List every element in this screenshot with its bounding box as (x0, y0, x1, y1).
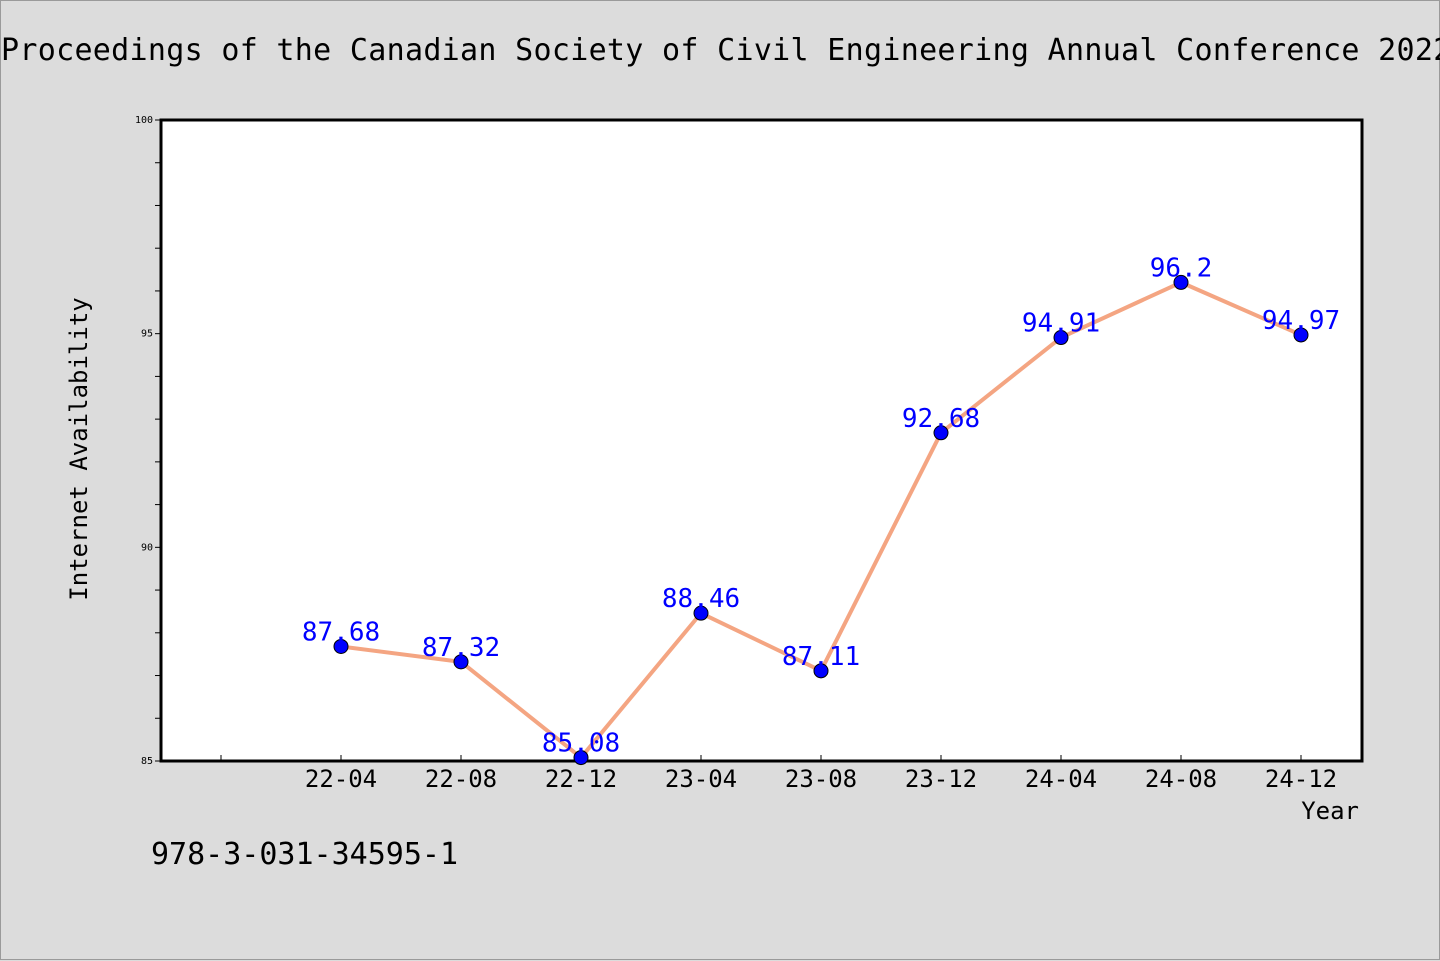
data-label: 94.97 (1262, 306, 1340, 336)
data-label: 88.46 (662, 584, 740, 614)
x-tick-label: 23-12 (905, 765, 977, 793)
data-point (1053, 330, 1069, 346)
data-label: 96.2 (1150, 253, 1213, 283)
x-tick-label: 23-04 (665, 765, 737, 793)
y-tick-label: 100 (135, 115, 153, 126)
data-point (333, 638, 349, 654)
markers-group (333, 274, 1309, 766)
data-point (813, 663, 829, 679)
x-tick-label: 22-08 (425, 765, 497, 793)
y-tick-label: 95 (141, 329, 153, 340)
data-point (1293, 327, 1309, 343)
data-label: 94.91 (1022, 309, 1100, 339)
x-axis-title: Year (1301, 797, 1359, 825)
isbn-text: 978-3-031-34595-1 (151, 837, 459, 872)
x-tick-label: 22-12 (545, 765, 617, 793)
x-tick-label: 24-12 (1265, 765, 1337, 793)
data-label: 87.32 (422, 633, 500, 663)
y-axis-ticks: 85 90 95 100 (135, 115, 161, 767)
data-label: 87.11 (782, 642, 860, 672)
data-label: 92.68 (902, 404, 980, 434)
x-tick-label: 22-04 (305, 765, 377, 793)
page-title: Proceedings of the Canadian Society of C… (1, 33, 1440, 68)
x-tick-label: 24-04 (1025, 765, 1097, 793)
data-point (1173, 274, 1189, 290)
data-point (693, 605, 709, 621)
data-label: 85.08 (542, 729, 620, 759)
data-point (453, 654, 469, 670)
x-tick-label: 23-08 (785, 765, 857, 793)
x-axis-ticks: 22-04 22-08 22-12 23-04 23-08 23-12 24-04 24-08… (220, 755, 1337, 793)
y-tick-label: 90 (141, 542, 153, 553)
plot-area (159, 118, 1364, 763)
y-axis-title: Internet Availability (65, 297, 93, 601)
y-tick-label: 85 (141, 756, 153, 767)
data-point (933, 425, 949, 441)
data-point (573, 750, 589, 766)
data-labels-group: 87.68 87.32 85.08 88.46 87.11 92.68 94.91 96.2 9… (302, 253, 1340, 758)
x-tick-label: 24-08 (1145, 765, 1217, 793)
data-label: 87.68 (302, 617, 380, 647)
